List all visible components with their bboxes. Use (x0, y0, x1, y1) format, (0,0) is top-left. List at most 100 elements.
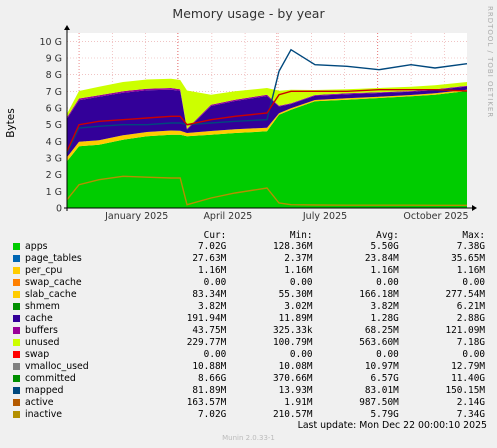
legend-max: 12.79M (451, 361, 485, 372)
legend-min: 2.37M (284, 253, 313, 264)
legend-swatch (13, 327, 20, 334)
legend-label: swap_cache (25, 277, 82, 288)
legend-cur: 83.34M (192, 289, 227, 300)
legend-min: 128.36M (272, 241, 313, 252)
legend-avg: 1.16M (370, 265, 399, 276)
header-max: Max: (462, 229, 485, 241)
chart-title: Memory usage - by year (172, 6, 325, 21)
legend-max: 7.34G (456, 409, 485, 420)
legend-cur: 163.57M (186, 397, 227, 408)
legend-cur: 7.02G (198, 409, 227, 420)
x-tick-labels: January 2025 April 2025 July 2025 October 2… (104, 211, 469, 222)
legend-cur: 0.00 (203, 349, 227, 360)
y-tick-label: 4 G (46, 137, 62, 148)
line-active (66, 175, 467, 206)
legend-label: slab_cache (25, 289, 77, 300)
legend-min: 10.08M (278, 361, 313, 372)
legend-cur: 3.82M (198, 301, 227, 312)
line-committed (66, 48, 468, 154)
legend-max: 35.65M (451, 253, 485, 264)
legend-row-swap-cache: swap_cache 0.00 0.00 0.00 0.00 (13, 277, 485, 289)
legend-swatch (13, 351, 20, 358)
legend-min: 210.57M (272, 409, 313, 420)
legend-avg: 1.28G (370, 313, 399, 324)
legend-avg: 166.18M (359, 289, 399, 300)
legend-max: 277.54M (445, 289, 485, 300)
legend-max: 0.00 (462, 349, 485, 360)
header-cur: Cur: (203, 229, 227, 241)
legend-max: 121.09M (445, 325, 485, 336)
legend-min: 11.89M (278, 313, 313, 324)
legend-swatch (13, 339, 20, 346)
y-axis-arrow (64, 25, 70, 30)
legend-label: unused (25, 337, 60, 348)
legend-avg: 68.25M (364, 325, 399, 336)
legend-row-apps: apps 7.02G 128.36M 5.50G 7.38G (13, 241, 485, 253)
legend-avg: 563.60M (359, 337, 399, 348)
legend-row-vmalloc-used: vmalloc_used 10.88M 10.08M 10.97M 12.79M (13, 361, 485, 373)
legend-max: 11.40G (451, 373, 485, 384)
area-unused (67, 78, 467, 129)
legend-max: 6.21M (456, 301, 485, 312)
legend-swatch (13, 375, 20, 382)
legend-swatch (13, 243, 20, 250)
legend-header-row: Cur: Min: Avg: Max: (13, 229, 485, 241)
legend-avg: 10.97M (364, 361, 399, 372)
last-update: Last update: Mon Dec 22 00:00:10 2025 (297, 420, 487, 431)
y-tick-label: 10 G (40, 37, 62, 48)
y-tick-labels: 0 1 G 2 G 3 G 4 G 5 G 6 G 7 G 8 G 9 G 10 G (40, 37, 62, 215)
legend-min: 1.91M (284, 397, 313, 408)
legend-min: 55.30M (278, 289, 313, 300)
legend-row-shmem: shmem 3.82M 3.02M 3.82M 6.21M (13, 301, 485, 313)
legend-max: 150.15M (445, 385, 485, 396)
x-tick-label: July 2025 (302, 211, 347, 222)
legend-row-mapped: mapped 81.89M 13.93M 83.01M 150.15M (13, 385, 485, 397)
legend-label: active (25, 397, 54, 408)
legend-swatch (13, 411, 20, 418)
legend-avg: 3.82M (370, 301, 399, 312)
legend-max: 2.14G (456, 397, 485, 408)
legend-row-active: active 163.57M 1.91M 987.50M 2.14G (13, 397, 485, 409)
legend-max: 7.38G (456, 241, 485, 252)
legend: Cur: Min: Avg: Max: apps 7.02G 128.36M 5.50… (13, 229, 485, 421)
legend-row-page-tables: page_tables 27.63M 2.37M 23.84M 35.65M (13, 253, 485, 265)
legend-min: 0.00 (289, 349, 313, 360)
legend-cur: 43.75M (192, 325, 227, 336)
legend-avg: 0.00 (376, 349, 399, 360)
legend-swatch (13, 399, 20, 406)
y-tick-label: 9 G (46, 54, 62, 65)
legend-label: buffers (25, 325, 58, 336)
legend-label: mapped (25, 385, 64, 396)
legend-cur: 191.94M (186, 313, 227, 324)
memory-chart: 0 1 G 2 G 3 G 4 G 5 G 6 G 7 G 8 G 9 G 10 G January… (5, 25, 477, 222)
legend-avg: 5.79G (370, 409, 399, 420)
x-axis-arrow (472, 205, 477, 211)
legend-max: 2.88G (456, 313, 485, 324)
area-apps (67, 91, 467, 208)
series-lines (66, 48, 468, 206)
legend-label: inactive (25, 409, 63, 420)
legend-label: per_cpu (25, 265, 63, 276)
legend-label: vmalloc_used (25, 361, 89, 372)
legend-label: committed (25, 373, 76, 384)
y-tick-label: 0 (56, 204, 62, 215)
x-tick-label: January 2025 (104, 211, 168, 222)
y-tick-label: 2 G (46, 170, 62, 181)
legend-min: 100.79M (272, 337, 313, 348)
y-tick-label: 8 G (46, 70, 62, 81)
legend-swatch (13, 303, 20, 310)
legend-max: 7.18G (456, 337, 485, 348)
legend-cur: 7.02G (198, 241, 227, 252)
legend-cur: 1.16M (198, 265, 227, 276)
legend-row-per-cpu: per_cpu 1.16M 1.16M 1.16M 1.16M (13, 265, 485, 277)
rrdtool-watermark: RRDTOOL / TOBI OETIKER (486, 6, 494, 119)
y-tick-label: 7 G (46, 87, 62, 98)
legend-swatch (13, 291, 20, 298)
legend-avg: 23.84M (364, 253, 399, 264)
legend-swatch (13, 315, 20, 322)
legend-label: cache (25, 313, 53, 324)
legend-avg: 0.00 (376, 277, 399, 288)
legend-min: 3.02M (284, 301, 313, 312)
legend-row-slab-cache: slab_cache 83.34M 55.30M 166.18M 277.54M (13, 289, 485, 301)
legend-avg: 83.01M (364, 385, 399, 396)
